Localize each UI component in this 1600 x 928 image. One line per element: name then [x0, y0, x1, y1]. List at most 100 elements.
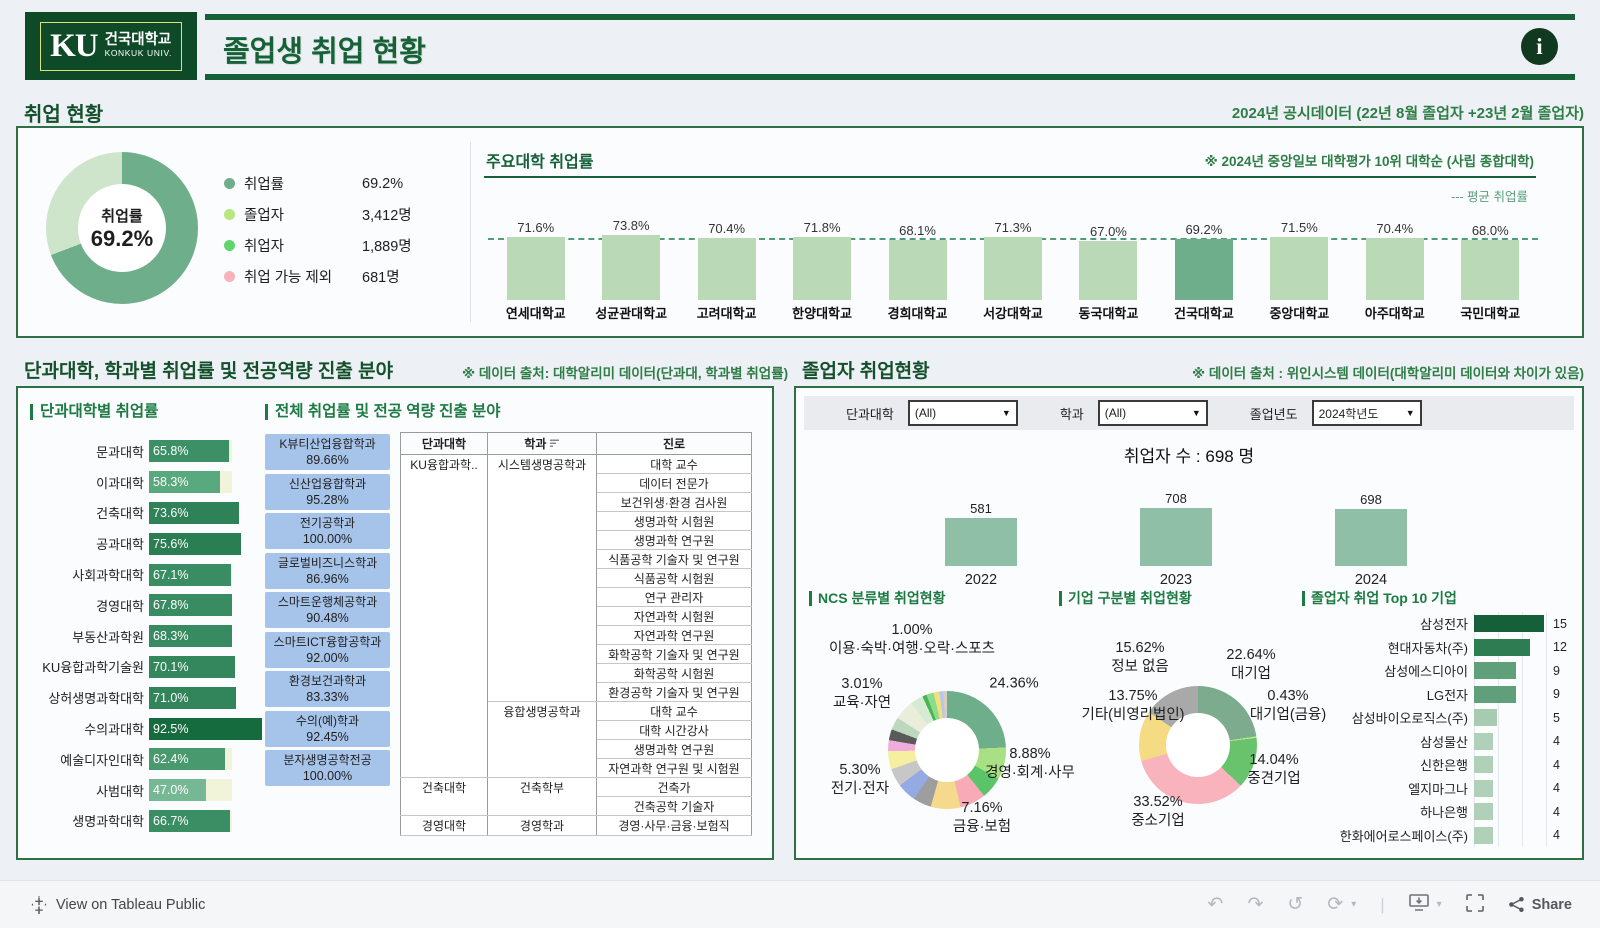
filter-select[interactable]: (All) ▼ [1097, 400, 1208, 426]
college-name: 예술디자인대학 [60, 752, 144, 768]
college-bar[interactable]: 66.7% [149, 809, 230, 832]
company-bar[interactable] [1474, 826, 1493, 844]
university-bar[interactable] [1270, 237, 1329, 300]
tableau-toolbar: View on Tableau Public ↶ ↷ ↺ ⟳ ▾ | ▾ [0, 880, 1600, 928]
company-pie-chart[interactable] [1139, 686, 1257, 804]
chevron-down-icon: ▼ [1405, 408, 1415, 418]
sort-icon[interactable] [549, 439, 560, 448]
university-bar[interactable] [1461, 240, 1520, 300]
department-rate-box[interactable]: 신산업융합학과 95.28% [265, 473, 390, 510]
university-bar-cell: 71.3% 서강대학교 [965, 192, 1060, 322]
panel-divider [470, 142, 471, 322]
university-bar-cell: 68.0% 국민대학교 [1443, 192, 1538, 322]
college-bar[interactable]: 70.1% [149, 655, 235, 678]
ncs-callout-finance: 7.16% 금융·보험 [952, 800, 1012, 835]
refresh-caret-icon[interactable]: ▾ [1351, 899, 1357, 910]
university-bar[interactable] [983, 237, 1042, 300]
college-bar[interactable]: 71.0% [149, 686, 236, 709]
department-rate-box[interactable]: 환경보건과학과 83.33% [265, 671, 390, 707]
legend-dot-icon [224, 209, 235, 220]
college-bar-zone: 58.3% [149, 471, 264, 494]
company-bar[interactable] [1474, 615, 1544, 632]
view-on-tableau-link[interactable]: View on Tableau Public [30, 895, 205, 914]
company-bar[interactable] [1474, 779, 1493, 797]
career-cell: 화학공학 기술자 및 연구원 [596, 644, 752, 664]
college-bar[interactable]: 67.1% [149, 563, 231, 586]
college-bar[interactable]: 73.6% [149, 501, 239, 524]
year-bar[interactable] [1140, 508, 1212, 566]
company-bar[interactable] [1474, 662, 1516, 679]
university-bar[interactable] [506, 237, 565, 300]
download-icon[interactable] [1408, 894, 1429, 915]
department-cell: 융합생명공학과 [487, 701, 597, 778]
college-cell: 건축대학 [400, 777, 488, 816]
company-bar[interactable] [1474, 685, 1516, 703]
college-bar-zone: 66.7% [149, 809, 264, 832]
bar-value-label: 71.5% [1280, 220, 1318, 235]
college-bar[interactable]: 67.8% [149, 594, 232, 617]
ncs-callout-education: 3.01% 교육·자연 [832, 676, 892, 711]
college-bar[interactable]: 75.6% [149, 532, 241, 555]
department-rate-box[interactable]: 전기공학과 100.00% [265, 513, 390, 549]
career-cell: 자연과학 연구원 [596, 625, 752, 645]
company-bar[interactable] [1474, 709, 1497, 726]
share-icon [1508, 896, 1524, 913]
college-row: 경영대학 67.8% [26, 590, 264, 621]
company-bar[interactable] [1474, 732, 1493, 750]
page-title: 졸업생 취업 현황 [223, 36, 426, 68]
department-rate-box[interactable]: 글로벌비즈니스학과 86.96% [265, 552, 390, 589]
university-name: 중앙대학교 [1269, 306, 1330, 321]
refresh-icon[interactable]: ⟳ [1327, 894, 1344, 915]
company-chart-heading: 기업 구분별 취업현황 [1059, 591, 1192, 606]
filter-select[interactable]: 2024학년도 ▼ [1311, 400, 1422, 426]
university-bar[interactable] [1174, 239, 1233, 300]
logo-frame: KU 건국대학교 KONKUK UNIV. [40, 21, 182, 71]
company-callout-large: 22.64% 대기업 [1226, 647, 1276, 682]
top10-bar-zone [1474, 706, 1548, 730]
college-name: 경영대학 [96, 598, 144, 614]
university-bar[interactable] [888, 240, 947, 300]
college-bar[interactable]: 62.4% [149, 748, 225, 771]
year-bar[interactable] [945, 518, 1017, 566]
company-callout-noinfo: 15.62% 정보 없음 [1111, 640, 1169, 675]
college-cell: 경영대학 [400, 815, 488, 836]
university-bar[interactable] [793, 237, 852, 300]
filter-select[interactable]: (All) ▼ [907, 400, 1018, 426]
career-cell: 보건위생·환경 검사원 [596, 492, 752, 512]
ncs-pie-chart[interactable] [888, 691, 1006, 809]
year-bar[interactable] [1335, 509, 1407, 566]
department-rate-box[interactable]: 스마트ICT융합공학과 92.00% [265, 631, 390, 668]
toolbar-separator: | [1380, 894, 1385, 914]
info-icon[interactable]: i [1521, 28, 1558, 65]
college-bar[interactable]: 58.3% [149, 471, 220, 494]
department-rate-box[interactable]: K뷰티산업융합학과 89.66% [265, 434, 390, 470]
college-bar[interactable]: 68.3% [149, 625, 232, 648]
college-bar[interactable]: 47.0% [149, 779, 206, 802]
department-rate-box[interactable]: 스마트운행체공학과 90.48% [265, 592, 390, 628]
replay-icon[interactable]: ↺ [1287, 894, 1304, 915]
college-bar-zone: 65.8% [149, 440, 264, 463]
undo-icon[interactable]: ↶ [1207, 894, 1224, 915]
redo-icon[interactable]: ↷ [1247, 894, 1264, 915]
company-name: 하나은행 [1420, 805, 1468, 821]
university-bar[interactable] [1079, 241, 1138, 300]
table-row: 화학공학 시험원 [401, 663, 752, 683]
share-button[interactable]: Share [1508, 896, 1572, 913]
career-cell: 환경공학 기술자 및 연구원 [596, 682, 752, 702]
company-bar[interactable] [1474, 756, 1493, 773]
department-rate-box[interactable]: 수의(예)학과 92.45% [265, 710, 390, 747]
top10-row: 하나은행 4 [1224, 800, 1576, 824]
university-bar[interactable] [602, 235, 661, 300]
download-caret-icon[interactable]: ▾ [1436, 899, 1442, 910]
company-bar[interactable] [1474, 638, 1530, 656]
college-bar[interactable]: 65.8% [149, 440, 229, 463]
fullscreen-icon[interactable] [1465, 893, 1484, 916]
college-bar[interactable]: 92.5% [149, 717, 262, 740]
career-cell: 생명과학 시험원 [596, 511, 752, 531]
department-rate-box[interactable]: 분자생명공학전공 100.00% [265, 750, 390, 786]
company-bar[interactable] [1474, 803, 1493, 820]
university-bar[interactable] [1365, 238, 1424, 300]
ncs-callout-leisure: 1.00% 이용·숙박·여행·오락·스포츠 [828, 622, 996, 657]
bar-value-label: 67.0% [1090, 224, 1127, 239]
university-bar[interactable] [697, 238, 756, 300]
